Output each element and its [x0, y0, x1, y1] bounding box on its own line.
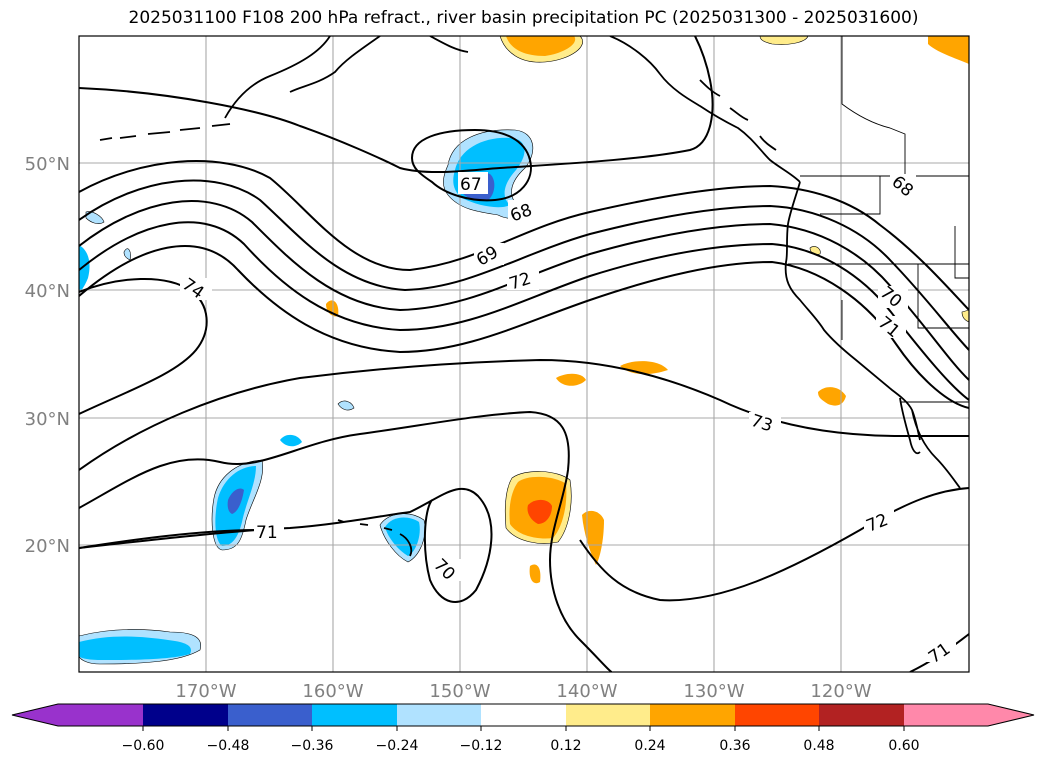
contour-71-south [79, 410, 613, 672]
neg-anomaly-west-small [85, 211, 105, 224]
lon-label-160w: 160°W [302, 681, 363, 702]
lat-label-50n: 50°N [25, 154, 70, 175]
pos-anomaly-subtropic-core [527, 499, 552, 524]
lat-axis: 50°N 40°N 30°N 20°N [25, 154, 70, 557]
colorbar-tick-label: −0.24 [376, 738, 419, 754]
neg-anomaly-hawaii-west-core [227, 488, 244, 514]
lon-label-170w: 170°W [175, 681, 236, 702]
aleutian-islands [99, 123, 231, 141]
colorbar-tick-label: 0.24 [634, 738, 665, 754]
baja-peninsula [899, 397, 921, 455]
contour-72-south [79, 487, 969, 602]
contour-label-71-west: 71 [256, 523, 278, 543]
contour-69 [79, 179, 969, 351]
colorbar-tick-label: −0.60 [122, 738, 165, 754]
colorbar-bin-5 [481, 704, 566, 726]
map-frame [78, 35, 970, 673]
coastlines [99, 36, 969, 557]
north-america-west-coast [784, 181, 961, 489]
lat-label-20n: 20°N [25, 536, 70, 557]
colorbar-outline [11, 703, 1035, 727]
pos-anomaly-small-c [620, 361, 668, 375]
refractivity-contours [79, 36, 969, 672]
hawaii-islands [337, 519, 413, 557]
lon-label-140w: 140°W [556, 681, 617, 702]
bc-islands [699, 79, 777, 151]
pos-anomaly-top-far-right [928, 36, 969, 64]
colorbar-tick-label: 0.12 [550, 738, 581, 754]
colorbar-bin-6 [566, 704, 650, 726]
contour-71 [79, 221, 969, 401]
colorbar-tick-label: −0.12 [460, 738, 503, 754]
colorbar-tick-label: −0.36 [291, 738, 334, 754]
lat-label-30n: 30°N [25, 409, 70, 430]
colorbar-low-extend [12, 704, 143, 726]
lon-label-130w: 130°W [683, 681, 744, 702]
graticule [79, 36, 969, 672]
contour-label-halos [180, 172, 956, 662]
colorbar-tick-label: 0.60 [888, 738, 919, 754]
lon-axis: 170°W 160°W 150°W 140°W 130°W 120°W [175, 681, 871, 702]
pos-anomaly-top-inner [506, 36, 576, 56]
pos-anomaly-top-right [759, 36, 809, 45]
colorbar-tick-label: 0.36 [719, 738, 750, 754]
us-state-lines [788, 176, 969, 340]
contour-labels: 67 68 69 72 74 73 71 70 72 71 68 70 71 [178, 172, 954, 668]
colorbar: −0.60 −0.48 −0.36 −0.24 −0.12 0.12 0.24 … [11, 703, 1035, 754]
neg-anomaly-southwest [79, 636, 192, 660]
colorbar-ticks [142, 726, 905, 731]
colorbar-bin-4 [397, 704, 481, 726]
contour-outer-north [79, 36, 714, 174]
neg-anomaly-small-3 [123, 248, 131, 261]
lat-label-40n: 40°N [25, 281, 70, 302]
neg-anomaly-small-2 [337, 400, 355, 411]
alaska-canada-border [841, 36, 906, 176]
alaska-coast [224, 36, 801, 183]
map-panel: 67 68 69 72 74 73 71 70 72 71 68 70 71 [79, 36, 969, 672]
lon-label-120w: 120°W [810, 681, 871, 702]
contour-67 [410, 128, 532, 202]
colorbar-bin-9 [819, 704, 904, 726]
pos-anomaly-small-b [556, 373, 586, 386]
contour-70 [79, 200, 969, 381]
lon-label-150w: 150°W [429, 681, 490, 702]
pos-anomaly-small-e [818, 387, 846, 406]
pos-anomaly-small-a [529, 564, 541, 584]
colorbar-bin-2 [228, 704, 312, 726]
neg-anomaly-west-edge [79, 245, 90, 294]
contour-68 [79, 160, 969, 311]
colorbar-tick-label: 0.48 [803, 738, 834, 754]
map-title: 2025031100 F108 200 hPa refract., river … [128, 8, 919, 28]
neg-anomaly-small-1 [280, 434, 302, 447]
colorbar-bin-7 [650, 704, 735, 726]
colorbar-high-extend [904, 704, 1034, 726]
colorbar-bin-1 [143, 704, 228, 726]
precip-shading [79, 36, 969, 665]
colorbar-bin-3 [312, 704, 397, 726]
colorbar-tick-label: −0.48 [207, 738, 250, 754]
contour-73 [79, 358, 969, 471]
contour-label-67: 67 [460, 175, 482, 195]
contour-74 [79, 277, 208, 415]
pos-anomaly-small-g [961, 309, 969, 323]
colorbar-bin-8 [735, 704, 819, 726]
